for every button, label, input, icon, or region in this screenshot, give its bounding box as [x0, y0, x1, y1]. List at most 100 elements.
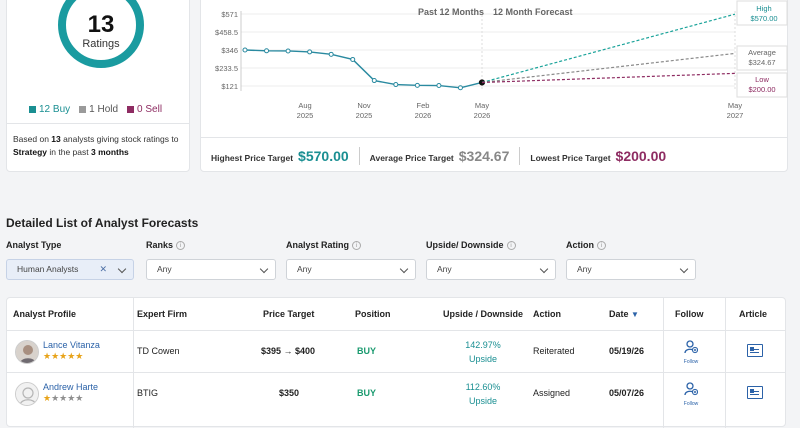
expert-firm: BTIG — [137, 388, 159, 398]
high-callout-value: $570.00 — [750, 14, 777, 23]
analyst-type-select[interactable]: Human Analysts ✕ — [6, 259, 134, 280]
separator — [358, 146, 360, 165]
high-callout: High $570.00 — [736, 0, 788, 26]
average-callout: Average $324.67 — [736, 45, 788, 71]
divider — [7, 123, 189, 124]
history-point — [371, 78, 377, 84]
highest-target: Highest Price Target $570.00 — [211, 148, 349, 164]
x-tick-year: 2026 — [474, 111, 491, 120]
y-tick-label: $346 — [221, 46, 238, 55]
x-tick-month: Nov — [357, 101, 371, 110]
info-icon[interactable]: i — [176, 241, 186, 251]
analyst-name-link[interactable]: Lance Vitanza — [43, 340, 100, 350]
lowest-target-label: Lowest Price Target — [530, 152, 611, 163]
col-follow: Follow — [675, 309, 704, 319]
avatar[interactable] — [15, 340, 39, 364]
col-article: Article — [739, 309, 768, 319]
x-tick-month: May — [728, 101, 742, 110]
chevron-down-icon — [399, 264, 409, 274]
chevron-down-icon — [117, 264, 127, 274]
y-tick-label: $121 — [221, 82, 238, 91]
average-target-value: $324.67 — [458, 147, 510, 164]
analyst-star-rating: ★★★★★ — [43, 393, 84, 403]
analyst-rating-select[interactable]: Any — [286, 259, 416, 280]
column-divider — [133, 298, 134, 428]
action-value: Any — [577, 264, 592, 274]
article-icon[interactable] — [747, 386, 763, 399]
ranks-select[interactable]: Any — [146, 259, 276, 280]
highest-target-label: Highest Price Target — [211, 152, 294, 163]
ratings-count: 13 — [87, 11, 115, 38]
price-history-line — [244, 49, 483, 89]
header-divider — [7, 330, 785, 331]
ratings-legend: 12 Buy 1 Hold 0 Sell — [29, 104, 162, 115]
chart-header-forecast: 12 Month Forecast — [493, 7, 573, 17]
low-callout-value: $200.00 — [748, 85, 775, 94]
action-text: Assigned — [533, 388, 571, 398]
price-target: $350 — [279, 388, 300, 398]
lowest-target-value: $200.00 — [615, 147, 667, 164]
x-tick-year: 2027 — [727, 111, 744, 120]
price-target-summary: Highest Price Target $570.00 Average Pri… — [201, 137, 787, 173]
ranks-value: Any — [157, 264, 172, 274]
price-target: $395 → $400 — [261, 346, 316, 356]
chevron-down-icon — [539, 264, 549, 274]
filter-label-analyst-type: Analyst Type — [6, 240, 62, 250]
chart-header-past: Past 12 Months — [418, 7, 484, 17]
follow-button[interactable]: Follow — [679, 340, 703, 365]
position-badge: BUY — [357, 346, 377, 356]
analyst-name-link[interactable]: Andrew Harte — [43, 382, 99, 392]
col-upside-downside: Upside / Downside — [443, 309, 524, 319]
average-callout-label: Average — [748, 48, 776, 57]
low-callout-label: Low — [755, 75, 769, 84]
info-icon[interactable]: i — [597, 241, 606, 251]
history-point — [457, 85, 463, 91]
y-tick-label: $458.5 — [215, 28, 238, 37]
info-icon[interactable]: i — [506, 241, 516, 251]
col-action: Action — [533, 309, 561, 319]
upside-downside-select[interactable]: Any — [426, 259, 556, 280]
info-icon[interactable]: i — [352, 241, 362, 251]
history-point — [414, 82, 420, 88]
legend-buy: 12 Buy — [29, 104, 70, 115]
x-tick-year: 2025 — [297, 111, 314, 120]
upside-value: 112.60% Upside — [465, 382, 501, 406]
history-point — [350, 56, 356, 62]
forecasts-title: Detailed List of Analyst Forecasts — [6, 216, 199, 230]
upside-downside-value: Any — [437, 264, 452, 274]
filter-label-ranks: Ranks i — [146, 240, 186, 251]
high-callout-label: High — [756, 4, 771, 13]
y-tick-label: $233.5 — [215, 64, 238, 73]
average-target-label: Average Price Target — [369, 152, 454, 163]
article-icon[interactable] — [747, 344, 763, 357]
x-tick-month: May — [475, 101, 489, 110]
action-select[interactable]: Any — [566, 259, 696, 280]
rating-date: 05/07/26 — [609, 388, 645, 398]
forecast-line-low — [481, 72, 736, 84]
y-tick-label: $571 — [221, 10, 238, 19]
history-point — [242, 47, 248, 53]
legend-sell: 0 Sell — [127, 104, 162, 115]
chevron-down-icon — [259, 264, 269, 274]
filter-label-analyst-rating: Analyst Rating i — [286, 240, 362, 251]
rating-date: 05/19/26 — [609, 346, 645, 356]
col-date[interactable]: Date ▼ — [609, 309, 639, 319]
history-point — [264, 48, 270, 54]
action-text: Reiterated — [533, 346, 575, 356]
forecast-line-high — [481, 13, 736, 84]
clear-icon[interactable]: ✕ — [99, 264, 107, 274]
based-on-text: Based on 13 analysts giving stock rating… — [13, 134, 179, 157]
history-point — [285, 48, 291, 54]
expert-firm: TD Cowen — [137, 346, 180, 356]
analyst-rating-value: Any — [297, 264, 312, 274]
follow-button[interactable]: Follow — [679, 382, 703, 407]
price-chart: Past 12 Months 12 Month Forecast $571 $4… — [215, 0, 788, 120]
avatar[interactable] — [15, 382, 39, 406]
col-analyst-profile: Analyst Profile — [13, 309, 77, 319]
filter-label-upside-downside: Upside/ Downside i — [426, 240, 516, 251]
follow-icon — [684, 382, 699, 396]
x-tick-month: Aug — [298, 101, 311, 110]
average-target: Average Price Target $324.67 — [370, 148, 510, 164]
average-callout-value: $324.67 — [748, 58, 775, 67]
column-divider — [663, 298, 664, 428]
